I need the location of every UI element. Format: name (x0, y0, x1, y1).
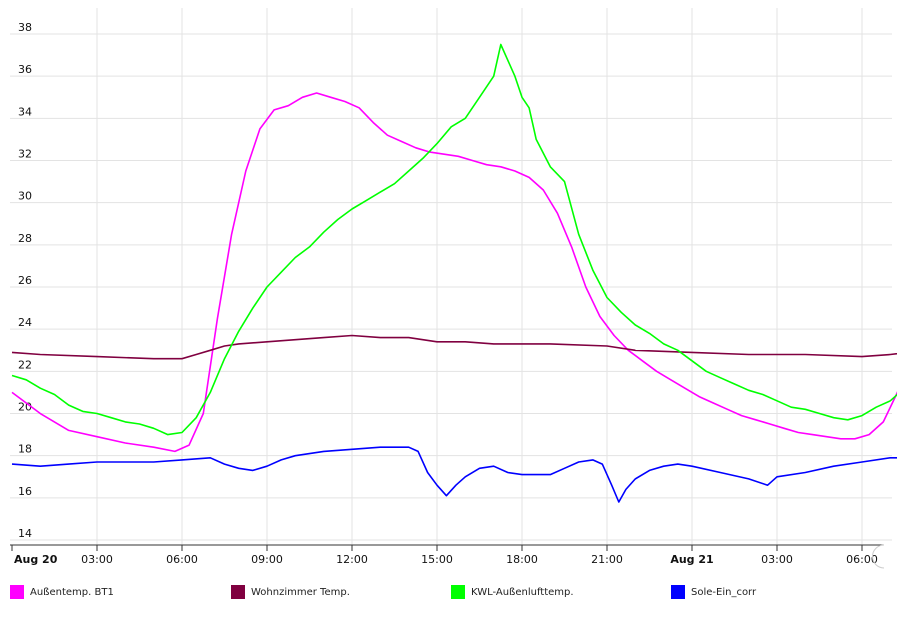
x-axis-ticks: Aug 20 03:00 06:00 09:00 12:00 15:00 18:00 21:0… (11, 545, 878, 566)
x-tick-label: 06:00 (166, 553, 198, 566)
legend-swatch-kwl (451, 585, 465, 599)
x-tick-label: 06:00 (846, 553, 878, 566)
y-tick-label: 22 (18, 358, 32, 371)
y-tick-label: 16 (18, 485, 32, 498)
x-tick-label: 15:00 (421, 553, 453, 566)
y-tick-label: 30 (18, 190, 32, 203)
x-tick-label: 21:00 (591, 553, 623, 566)
y-tick-label: 34 (18, 105, 32, 118)
legend-swatch-aussentemp (10, 585, 24, 599)
series-line-2 (11, 43, 897, 436)
x-tick-label: 12:00 (336, 553, 368, 566)
y-tick-label: 28 (18, 232, 32, 245)
legend-item-wohnzimmer[interactable]: Wohnzimmer Temp. (231, 584, 350, 600)
legend-swatch-sole (671, 585, 685, 599)
x-tick-label: Aug 20 (14, 553, 58, 566)
y-tick-label: 32 (18, 148, 32, 161)
series-line-3 (11, 446, 897, 503)
legend-label-wohnzimmer: Wohnzimmer Temp. (251, 586, 350, 598)
x-tick-label: 18:00 (506, 553, 538, 566)
x-tick-label: 03:00 (81, 553, 113, 566)
y-tick-label: 38 (18, 21, 32, 34)
legend-item-aussentemp[interactable]: Außentemp. BT1 (10, 584, 114, 600)
series-line-0 (11, 92, 897, 453)
series-lines (11, 43, 897, 503)
chart-background (0, 0, 897, 580)
series-line-1 (11, 334, 897, 360)
y-tick-label: 18 (18, 443, 32, 456)
y-tick-label: 36 (18, 63, 32, 76)
y-tick-label: 26 (18, 274, 32, 287)
scroll-edge-icon[interactable] (872, 544, 885, 569)
x-tick-label: 09:00 (251, 553, 283, 566)
legend-label-sole: Sole-Ein_corr (691, 586, 757, 598)
legend: Außentemp. BT1 Wohnzimmer Temp. KWL-Auße… (0, 580, 897, 604)
grid-lines (10, 8, 892, 545)
legend-label-aussentemp: Außentemp. BT1 (30, 586, 114, 598)
x-tick-label: Aug 21 (670, 553, 713, 566)
y-tick-label: 14 (18, 527, 32, 540)
legend-item-sole[interactable]: Sole-Ein_corr (671, 584, 756, 600)
x-tick-label: 03:00 (761, 553, 793, 566)
legend-item-kwl[interactable]: KWL-Außenlufttemp. (451, 584, 574, 600)
legend-swatch-wohnzimmer (231, 585, 245, 599)
y-tick-label: 24 (18, 316, 32, 329)
legend-label-kwl: KWL-Außenlufttemp. (471, 586, 574, 598)
